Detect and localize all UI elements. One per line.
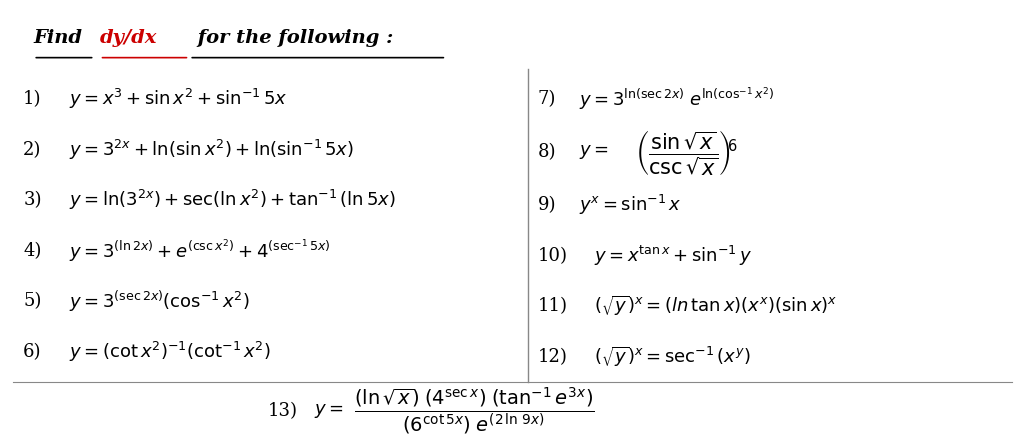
Text: $\left(\dfrac{\sin\sqrt{x}}{\csc\sqrt{x}}\right)^{\!\!6}$: $\left(\dfrac{\sin\sqrt{x}}{\csc\sqrt{x}… [634, 128, 738, 177]
Text: 10): 10) [538, 247, 568, 265]
Text: 13): 13) [268, 402, 298, 420]
Text: 3): 3) [24, 191, 42, 209]
Text: $y = x^3 + \sin x^2 + \sin^{-1} 5x$: $y = x^3 + \sin x^2 + \sin^{-1} 5x$ [69, 87, 287, 112]
Text: $y = $: $y = $ [579, 143, 609, 161]
Text: $\dfrac{(\ln\sqrt{x})\;(4^{\sec x})\;(\tan^{-1} e^{3x})}{(6^{\cot 5x})\;e^{(2\,\: $\dfrac{(\ln\sqrt{x})\;(4^{\sec x})\;(\t… [355, 385, 596, 437]
Text: 9): 9) [538, 196, 557, 215]
Text: 4): 4) [24, 242, 42, 260]
Text: 8): 8) [538, 143, 557, 161]
Text: $y = 3^{\ln(\sec 2x)}\; e^{\ln(\cos^{-1} x^2)}$: $y = 3^{\ln(\sec 2x)}\; e^{\ln(\cos^{-1}… [579, 86, 774, 113]
Text: $(\sqrt{y})^x = \sec^{-1}(x^y)$: $(\sqrt{y})^x = \sec^{-1}(x^y)$ [594, 345, 751, 369]
Text: 7): 7) [538, 91, 557, 108]
Text: 5): 5) [24, 292, 42, 310]
Text: $y = (\cot x^2)^{-1}(\cot^{-1} x^2)$: $y = (\cot x^2)^{-1}(\cot^{-1} x^2)$ [69, 340, 271, 364]
Text: dy/dx: dy/dx [99, 29, 157, 47]
Text: 11): 11) [538, 297, 568, 315]
Text: 6): 6) [24, 343, 42, 361]
Text: $y = 3^{2x} + \ln(\sin x^2) + \ln(\sin^{-1} 5x)$: $y = 3^{2x} + \ln(\sin x^2) + \ln(\sin^{… [69, 138, 354, 162]
Text: $y = x^{\tan x} + \sin^{-1} y$: $y = x^{\tan x} + \sin^{-1} y$ [594, 244, 752, 268]
Text: $y = \ln(3^{2x}) + \sec(\ln x^2) + \tan^{-1}(\ln 5x)$: $y = \ln(3^{2x}) + \sec(\ln x^2) + \tan^… [69, 188, 396, 212]
Text: $(\sqrt{y})^x = (\mathit{ln}\,\tan x)(x^x)(\sin x)^x$: $(\sqrt{y})^x = (\mathit{ln}\,\tan x)(x^… [594, 294, 837, 318]
Text: for the following :: for the following : [192, 29, 394, 47]
Text: 2): 2) [24, 141, 42, 159]
Text: 1): 1) [24, 91, 42, 108]
Text: $y^x = \sin^{-1} x$: $y^x = \sin^{-1} x$ [579, 193, 682, 217]
Text: $y = 3^{(\sec 2x)}(\cos^{-1} x^2)$: $y = 3^{(\sec 2x)}(\cos^{-1} x^2)$ [69, 289, 250, 314]
Text: Find: Find [34, 29, 82, 47]
Text: $y = $: $y = $ [314, 402, 343, 420]
Text: $y = 3^{(\ln 2x)} +e^{(\csc x^2)} + 4^{(\sec^{-1} 5x)}$: $y = 3^{(\ln 2x)} +e^{(\csc x^2)} + 4^{(… [69, 237, 331, 264]
Text: 12): 12) [538, 348, 568, 366]
